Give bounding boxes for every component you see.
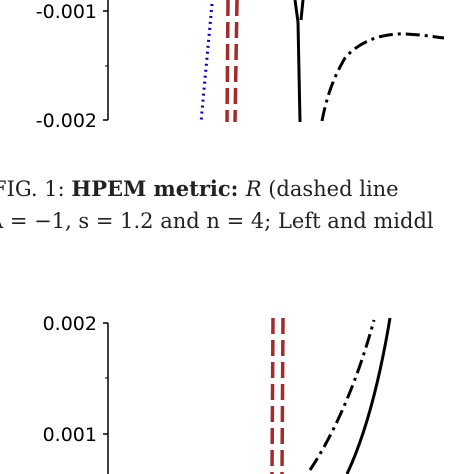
caption-prefix: FIG. 1:	[0, 177, 65, 201]
caption-symbol: R	[245, 177, 262, 201]
caption-line-2-text: Λ = −1, s = 1.2 and n = 4; Left and midd…	[0, 209, 434, 233]
figure-caption-line-1: FIG. 1: HPEM metric: R (dashed line	[0, 176, 466, 201]
top-dotted-curve	[199, 3, 214, 123]
top-solid-curve-2	[299, 0, 305, 21]
top-dashdot-curve	[320, 32, 445, 122]
bottom-solid-curve	[345, 317, 392, 474]
top-tick-label-1: -0.001	[36, 1, 97, 23]
bottom-dashed-curve-b	[280, 317, 285, 474]
bottom-dashdot-curve	[308, 319, 376, 471]
top-solid-curve	[293, 0, 302, 123]
figure-caption-line-2: Λ = −1, s = 1.2 and n = 4; Left and midd…	[0, 209, 462, 233]
top-tick-label-2: -0.002	[36, 110, 97, 132]
bottom-tick-label-2: 0.001	[43, 424, 97, 446]
top-dashed-curve-a	[225, 0, 230, 123]
caption-bold-title: HPEM metric:	[71, 176, 246, 201]
bottom-tick-label-1: 0.002	[43, 313, 97, 335]
bottom-dashed-curve-a	[270, 317, 275, 474]
caption-rest: (dashed line	[261, 177, 399, 201]
top-dashed-curve-b	[233, 0, 239, 123]
